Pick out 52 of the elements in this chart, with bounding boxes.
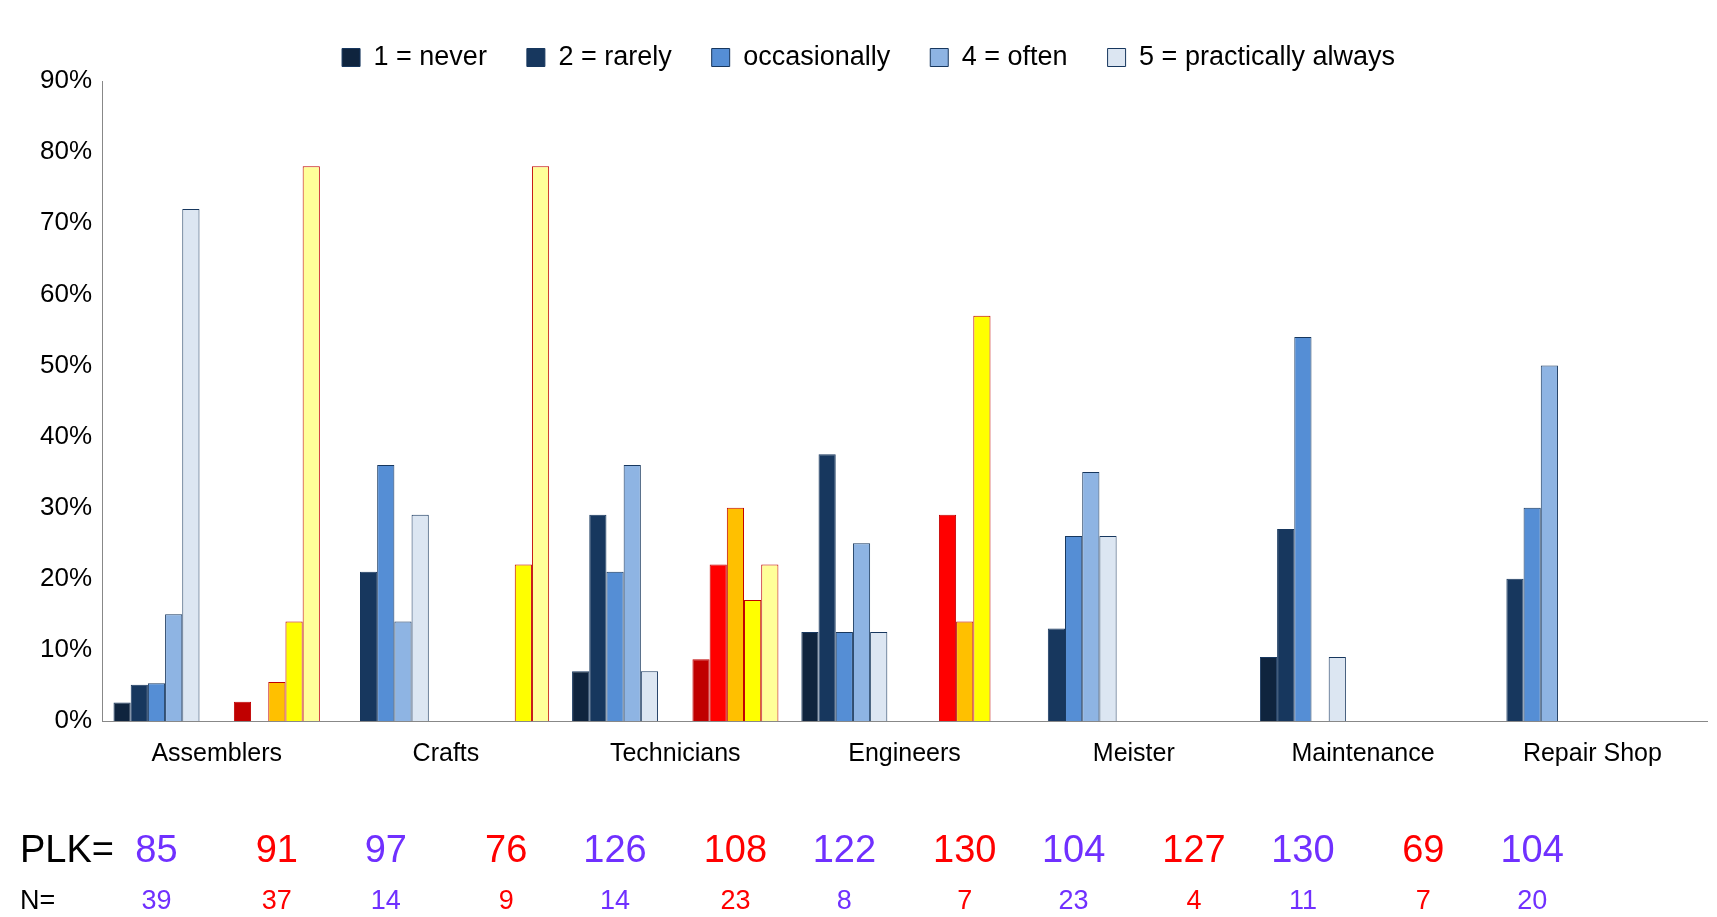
legend-label: 4 = often (961, 40, 1068, 71)
x-tick-label: Meister (1092, 737, 1175, 766)
text: 85 (135, 828, 178, 871)
text: 76 (485, 828, 528, 871)
text: 127 (1162, 828, 1226, 871)
y-tick-label: 10% (39, 633, 93, 664)
x-tick-label: Technicians (609, 737, 741, 766)
text: 23 (720, 885, 751, 916)
x-tick-label: Repair Shop (1522, 737, 1662, 766)
legend-label: occasionally (743, 40, 891, 71)
text: 122 (812, 828, 877, 871)
text: 4 (1186, 885, 1202, 916)
x-tick-label: Maintenance (1291, 737, 1435, 766)
legend-label: 5 = practically always (1139, 40, 1395, 71)
y-tick-label: 20% (39, 561, 93, 592)
text: 130 (933, 828, 997, 871)
y-tick-label: 60% (39, 277, 93, 308)
y-tick-label: 30% (39, 490, 93, 521)
text: 7 (1415, 885, 1431, 916)
text: 8 (836, 885, 852, 916)
text: 14 (600, 885, 631, 916)
y-tick-label: 90% (39, 64, 93, 95)
text: 39 (141, 885, 172, 916)
y-tick-label: 80% (39, 135, 93, 166)
x-tick-label: Crafts (412, 737, 480, 766)
text: PLK= (20, 828, 115, 871)
legend-label: 2 = rarely (558, 40, 673, 71)
text: 9 (498, 885, 514, 916)
text: 20 (1517, 885, 1548, 916)
y-tick-label: 70% (39, 206, 93, 237)
y-tick-label: 0% (54, 704, 93, 735)
text: 130 (1271, 828, 1335, 871)
text: 104 (1041, 828, 1106, 871)
text: 97 (364, 828, 407, 871)
text: 7 (957, 885, 973, 916)
text: 14 (370, 885, 401, 916)
y-tick-label: 50% (39, 348, 93, 379)
x-tick-label: Engineers (848, 737, 961, 766)
text: 69 (1402, 828, 1445, 871)
text: 11 (1288, 885, 1317, 916)
text: 91 (255, 828, 298, 871)
text: N= (20, 885, 56, 916)
y-tick-label: 40% (39, 419, 93, 450)
text: 23 (1058, 885, 1089, 916)
text: 108 (703, 828, 768, 871)
text: 104 (1500, 828, 1564, 871)
bar (359, 571, 378, 721)
x-tick-label: Assemblers (151, 737, 282, 766)
text: 126 (583, 828, 647, 871)
legend-label: 1 = never (373, 40, 487, 71)
text: 37 (261, 885, 292, 916)
bar (1047, 628, 1066, 721)
